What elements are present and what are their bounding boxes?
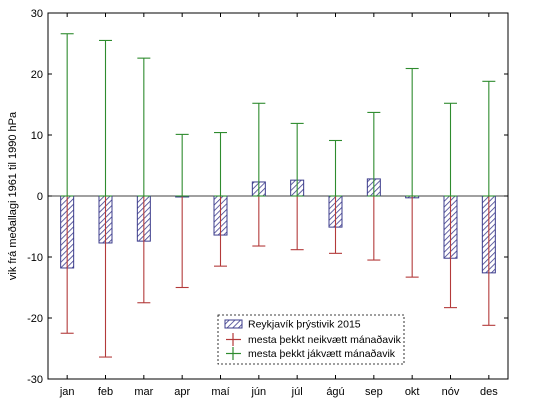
legend-label-positive: mesta þekkt jákvætt mánaðavik (248, 348, 396, 360)
x-tick-label: sep (365, 386, 383, 398)
x-tick-label: des (480, 386, 498, 398)
x-tick-label: mar (134, 386, 153, 398)
x-tick-label: okt (405, 386, 420, 398)
x-tick-label: nóv (442, 386, 460, 398)
y-tick-label: 0 (37, 191, 43, 203)
x-tick-label: ágú (326, 386, 344, 398)
y-tick-label: 10 (31, 130, 43, 142)
legend: Reykjavík þrýstivik 2015 mesta þekkt nei… (217, 314, 405, 365)
y-tick-label: -30 (27, 374, 43, 386)
legend-swatch-positive (226, 347, 241, 360)
legend-box (217, 314, 405, 365)
legend-swatch-negative (226, 333, 241, 346)
x-tick-label: júl (291, 386, 303, 398)
legend-label-negative: mesta þekkt neikvætt mánaðavik (248, 334, 402, 346)
y-tick-label: 20 (31, 69, 43, 81)
y-tick-label: -10 (27, 252, 43, 264)
x-tick-label: maí (211, 386, 229, 398)
legend-swatch-bar (224, 319, 243, 329)
x-tick-label: feb (98, 386, 113, 398)
x-tick-label: jan (59, 386, 75, 398)
x-tick-label: jún (250, 386, 266, 398)
y-tick-label: 30 (31, 8, 43, 20)
y-axis-title: vik frá meðallagi 1961 til 1990 hPa (7, 111, 19, 280)
legend-label-bar: Reykjavík þrýstivik 2015 (248, 319, 361, 331)
y-tick-label: -20 (27, 313, 43, 325)
x-tick-label: apr (174, 386, 190, 398)
